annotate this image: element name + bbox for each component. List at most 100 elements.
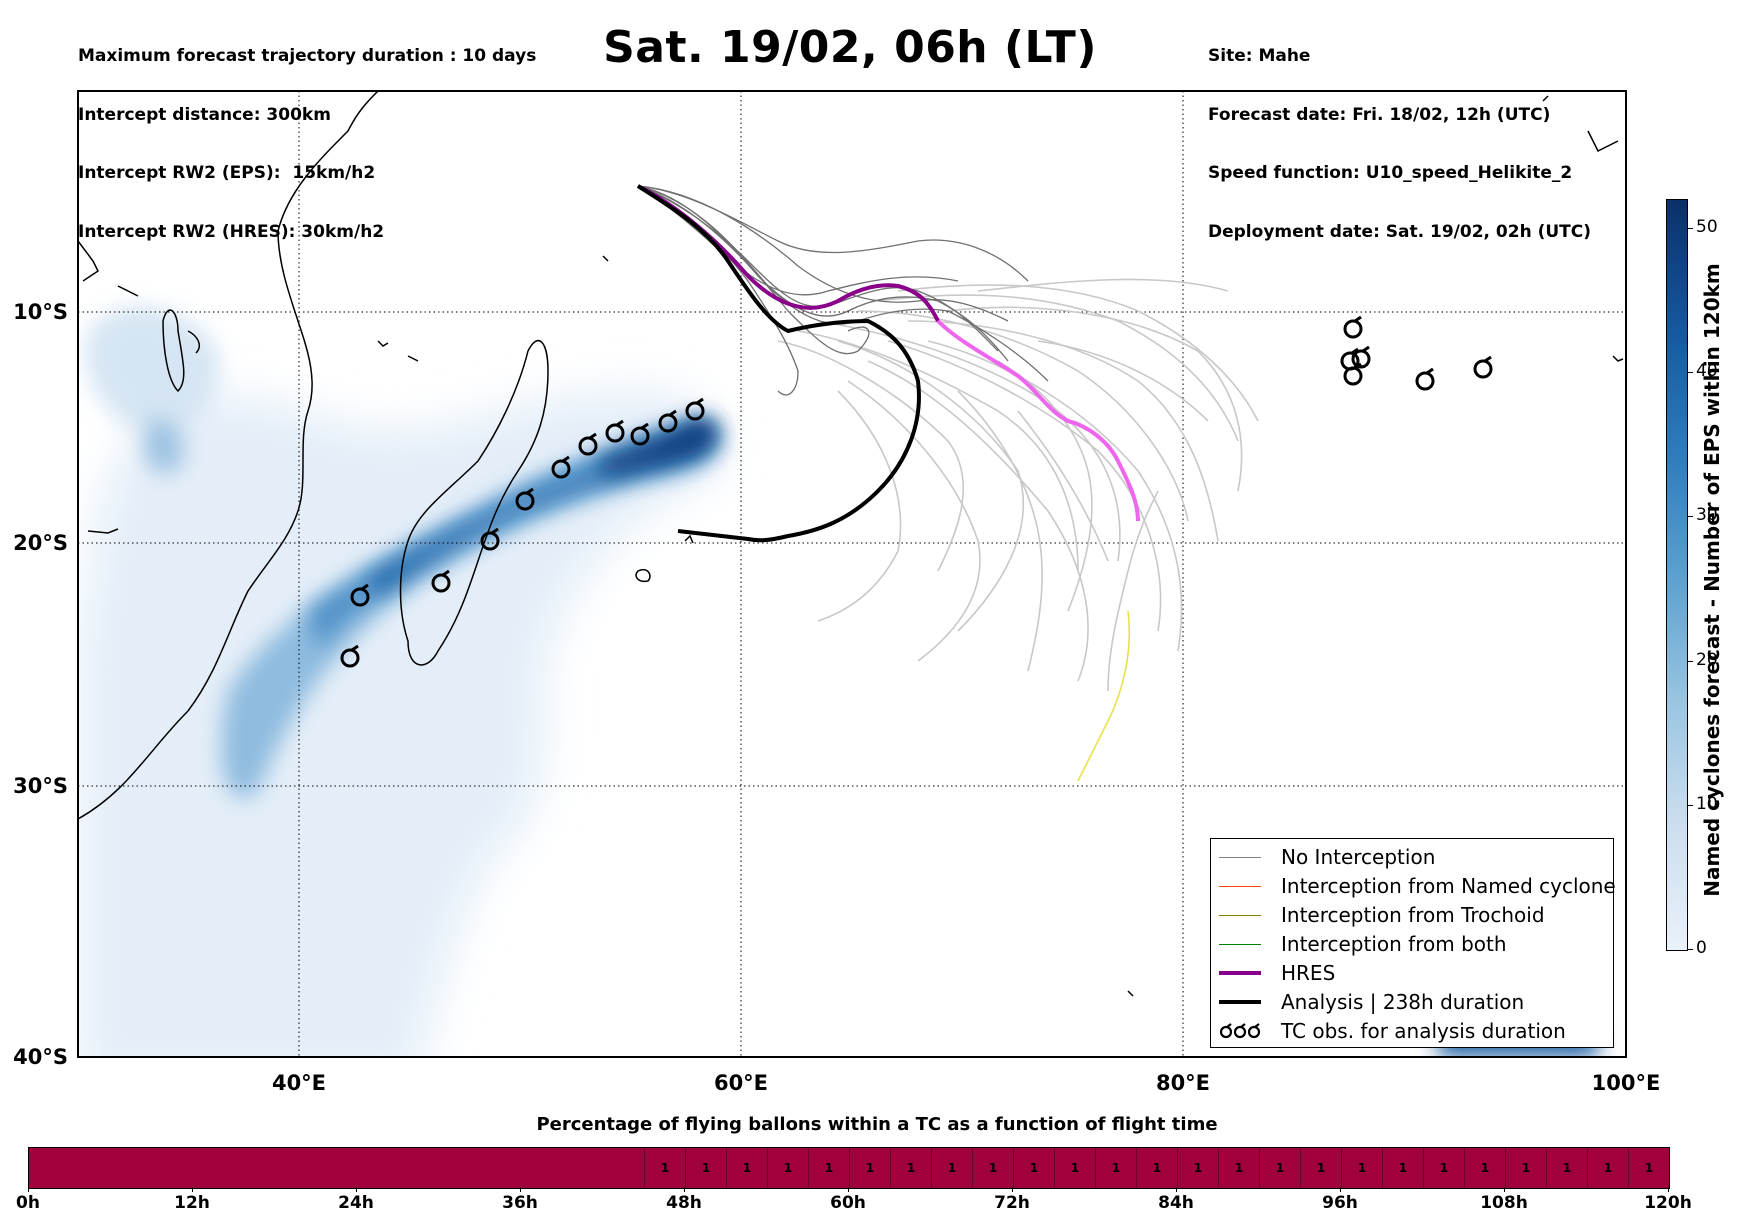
time-bar-cell: 1 bbox=[1546, 1148, 1587, 1188]
param-line: Intercept RW2 (HRES): 30km/h2 bbox=[78, 221, 385, 242]
legend-label: HRES bbox=[1281, 961, 1336, 985]
colorbar-tick-label: 20 bbox=[1696, 649, 1718, 670]
time-tick-mark bbox=[1504, 1187, 1505, 1192]
time-tick-label: 60h bbox=[830, 1193, 866, 1213]
gray-line-swatch-icon bbox=[1219, 856, 1261, 858]
time-bar-cell: 1 bbox=[1341, 1148, 1382, 1188]
time-bar-cell: 1 bbox=[1136, 1148, 1177, 1188]
colorbar-tick-label: 50 bbox=[1696, 216, 1718, 237]
cyclone-symbol-icon bbox=[578, 432, 598, 456]
time-tick-mark bbox=[848, 1187, 849, 1192]
time-bar-cell: 1 bbox=[1218, 1148, 1259, 1188]
lon-label-80e: 80°E bbox=[1156, 1071, 1210, 1095]
legend-label: TC obs. for analysis duration bbox=[1281, 1019, 1566, 1043]
lon-label-60e: 60°E bbox=[714, 1071, 768, 1095]
density-colorbar bbox=[1666, 199, 1688, 951]
cyclone-symbol-icon bbox=[1343, 315, 1363, 339]
colorbar-tick-label: 10 bbox=[1696, 793, 1718, 814]
time-bar-cell: 1 bbox=[931, 1148, 972, 1188]
time-tick-mark bbox=[192, 1187, 193, 1192]
time-tick-label: 0h bbox=[16, 1193, 40, 1213]
site-line: Forecast date: Fri. 18/02, 12h (UTC) bbox=[1208, 104, 1551, 125]
time-bar-cell: 1 bbox=[1382, 1148, 1423, 1188]
time-tick-mark bbox=[1668, 1187, 1669, 1192]
time-bar-cell: 1 bbox=[1013, 1148, 1054, 1188]
hres-trajectory bbox=[637, 184, 940, 322]
time-tick-mark bbox=[1176, 1187, 1177, 1192]
colorbar-tick-mark bbox=[1687, 227, 1693, 229]
lat-label-10s: 10°S bbox=[13, 300, 68, 324]
orange-line-swatch-icon bbox=[1219, 885, 1261, 887]
colorbar-tick-mark bbox=[1687, 660, 1693, 662]
time-bar-cell: 1 bbox=[1300, 1148, 1341, 1188]
colorbar-tick-mark bbox=[1687, 372, 1693, 374]
cyclone-symbol-icon bbox=[685, 397, 705, 421]
olive-line-swatch-icon bbox=[1219, 914, 1261, 916]
legend-label: Interception from Named cyclone bbox=[1281, 874, 1616, 898]
time-tick-mark bbox=[1012, 1187, 1013, 1192]
cyclone-symbol-icon bbox=[630, 422, 650, 446]
map-legend: No Interception Interception from Named … bbox=[1210, 838, 1616, 1048]
cyclone-symbol-icon bbox=[350, 583, 370, 607]
cyclone-symbol-icon bbox=[658, 409, 678, 433]
yellow-trajectory bbox=[1077, 610, 1131, 782]
colorbar-tick-label: 30 bbox=[1696, 505, 1718, 526]
time-bar-cell: 1 bbox=[972, 1148, 1013, 1188]
time-bar-cell: 1 bbox=[1177, 1148, 1218, 1188]
time-tick-mark bbox=[356, 1187, 357, 1192]
cyclone-symbol-icon bbox=[605, 419, 625, 443]
cyclone-symbol-icon bbox=[1415, 367, 1435, 391]
time-tick-label: 36h bbox=[502, 1193, 538, 1213]
lon-label-100e: 100°E bbox=[1592, 1071, 1661, 1095]
hres-trajectory-late bbox=[936, 319, 1140, 522]
time-tick-label: 84h bbox=[1158, 1193, 1194, 1213]
time-bar-cell: 1 bbox=[644, 1148, 685, 1188]
eps-trajectories-light bbox=[777, 278, 1259, 692]
time-bar-cell: 1 bbox=[1505, 1148, 1546, 1188]
colorbar-tick-mark bbox=[1687, 949, 1693, 950]
cyclone-symbol-icon bbox=[1473, 355, 1493, 379]
time-tick-label: 108h bbox=[1480, 1193, 1528, 1213]
cyclone-symbol-icon bbox=[551, 455, 571, 479]
time-bar-cell: 1 bbox=[849, 1148, 890, 1188]
legend-item: HRES bbox=[1219, 960, 1335, 986]
colorbar-tick-mark bbox=[1687, 804, 1693, 806]
purple-thick-line-swatch-icon bbox=[1219, 971, 1261, 975]
legend-item: No Interception bbox=[1219, 844, 1435, 870]
lat-label-30s: 30°S bbox=[13, 774, 68, 798]
legend-item: Analysis | 238h duration bbox=[1219, 989, 1524, 1015]
time-bar-cell: 1 bbox=[1095, 1148, 1136, 1188]
trajectory-map: 10°S 20°S 30°S 40°S 40°E 60°E 80°E 100°E bbox=[13, 90, 1660, 1095]
time-bar-cell: 1 bbox=[767, 1148, 808, 1188]
colorbar-label: Named cyclones forecast - Number of EPS … bbox=[1700, 263, 1724, 897]
param-line: Maximum forecast trajectory duration : 1… bbox=[78, 46, 537, 66]
map-frame bbox=[77, 90, 1627, 1058]
eps-density-field bbox=[78, 306, 1598, 1057]
time-bar-cell: 1 bbox=[1587, 1148, 1628, 1188]
time-bar-cell: 1 bbox=[1259, 1148, 1300, 1188]
cyclone-symbol-icon bbox=[431, 569, 451, 593]
legend-item: Interception from both bbox=[1219, 931, 1507, 957]
black-thick-line-swatch-icon bbox=[1219, 1000, 1261, 1004]
time-tick-mark bbox=[684, 1187, 685, 1192]
time-tick-label: 120h bbox=[1644, 1193, 1692, 1213]
time-bar-cell: 1 bbox=[890, 1148, 931, 1188]
time-bar-cell: 1 bbox=[1628, 1148, 1669, 1188]
analysis-trajectory bbox=[636, 184, 921, 543]
time-bar-cell: 1 bbox=[808, 1148, 849, 1188]
legend-item: Interception from Trochoid bbox=[1219, 902, 1545, 928]
time-bar-cell: 1 bbox=[1464, 1148, 1505, 1188]
cyclone-symbol-icon bbox=[1351, 345, 1371, 369]
colorbar-tick-label: 0 bbox=[1696, 938, 1707, 958]
time-tick-label: 96h bbox=[1322, 1193, 1358, 1213]
green-line-swatch-icon bbox=[1219, 943, 1261, 945]
time-bar-cell: 1 bbox=[1423, 1148, 1464, 1188]
time-tick-mark bbox=[1340, 1187, 1341, 1192]
site-line: Speed function: U10_speed_Helikite_2 bbox=[1208, 163, 1573, 183]
legend-label: Interception from Trochoid bbox=[1281, 903, 1545, 927]
legend-label: Interception from both bbox=[1281, 932, 1507, 956]
cyclone-symbol-icon bbox=[515, 487, 535, 511]
lat-label-40s: 40°S bbox=[13, 1045, 68, 1069]
map-title: Sat. 19/02, 06h (LT) bbox=[603, 22, 1097, 73]
